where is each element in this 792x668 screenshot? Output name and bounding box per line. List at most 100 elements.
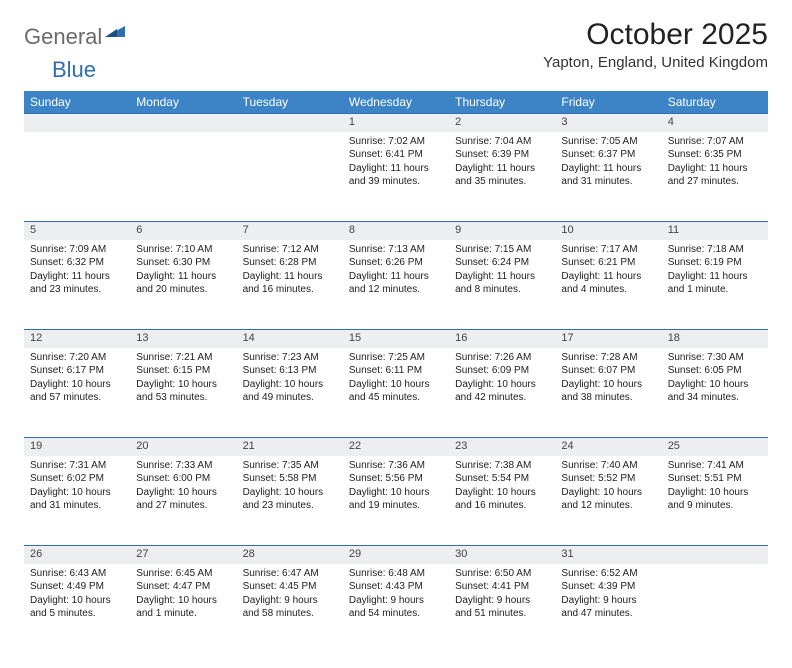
day-info-line: and 9 minutes. xyxy=(668,499,762,513)
daynum-cell: 23 xyxy=(449,438,555,456)
daynum-cell: 29 xyxy=(343,546,449,564)
daynum-cell: 7 xyxy=(237,222,343,240)
daynum-cell: 31 xyxy=(555,546,661,564)
day-info-line: Sunrise: 7:05 AM xyxy=(561,135,655,149)
day-cell: Sunrise: 7:02 AMSunset: 6:41 PMDaylight:… xyxy=(343,132,449,222)
day-info-line: Sunset: 6:39 PM xyxy=(455,148,549,162)
day-info-line: Daylight: 11 hours xyxy=(30,270,124,284)
day-info-line: Sunrise: 7:40 AM xyxy=(561,459,655,473)
day-info-line: Sunrise: 7:07 AM xyxy=(668,135,762,149)
day-cell: Sunrise: 7:17 AMSunset: 6:21 PMDaylight:… xyxy=(555,240,661,330)
day-info-line: Sunset: 4:47 PM xyxy=(136,580,230,594)
daynum-cell: 27 xyxy=(130,546,236,564)
day-info-line: Sunset: 6:24 PM xyxy=(455,256,549,270)
day-info-line: Sunset: 5:51 PM xyxy=(668,472,762,486)
day-cell-content: Sunrise: 7:15 AMSunset: 6:24 PMDaylight:… xyxy=(449,240,555,303)
day-info-line: Sunrise: 7:31 AM xyxy=(30,459,124,473)
day-info-line: Sunrise: 7:38 AM xyxy=(455,459,549,473)
day-cell-content: Sunrise: 7:17 AMSunset: 6:21 PMDaylight:… xyxy=(555,240,661,303)
brand-general: General xyxy=(24,24,102,50)
day-info-line: Daylight: 11 hours xyxy=(349,162,443,176)
daynum-cell: 10 xyxy=(555,222,661,240)
day-info-line: Sunrise: 7:30 AM xyxy=(668,351,762,365)
day-cell-content: Sunrise: 7:13 AMSunset: 6:26 PMDaylight:… xyxy=(343,240,449,303)
day-cell: Sunrise: 7:40 AMSunset: 5:52 PMDaylight:… xyxy=(555,456,661,546)
day-info-line: and 23 minutes. xyxy=(30,283,124,297)
daynum-cell: 6 xyxy=(130,222,236,240)
day-info-line: Sunset: 5:52 PM xyxy=(561,472,655,486)
day-info-line: and 16 minutes. xyxy=(455,499,549,513)
daynum-cell xyxy=(24,114,130,132)
daynum-cell: 2 xyxy=(449,114,555,132)
day-header-thursday: Thursday xyxy=(449,91,555,114)
day-info-line: Sunset: 4:41 PM xyxy=(455,580,549,594)
daynum-cell: 3 xyxy=(555,114,661,132)
day-info-line: Sunrise: 7:04 AM xyxy=(455,135,549,149)
day-info-line: Daylight: 11 hours xyxy=(455,270,549,284)
week-3-body: Sunrise: 7:31 AMSunset: 6:02 PMDaylight:… xyxy=(24,456,768,546)
day-cell-content xyxy=(662,564,768,622)
day-cell: Sunrise: 7:26 AMSunset: 6:09 PMDaylight:… xyxy=(449,348,555,438)
calendar-header-row: SundayMondayTuesdayWednesdayThursdayFrid… xyxy=(24,91,768,114)
day-info-line: Daylight: 10 hours xyxy=(136,378,230,392)
day-cell-content: Sunrise: 7:07 AMSunset: 6:35 PMDaylight:… xyxy=(662,132,768,195)
calendar-table: SundayMondayTuesdayWednesdayThursdayFrid… xyxy=(24,91,768,654)
day-cell: Sunrise: 7:30 AMSunset: 6:05 PMDaylight:… xyxy=(662,348,768,438)
day-info-line: Daylight: 11 hours xyxy=(561,270,655,284)
day-info-line: Sunset: 6:17 PM xyxy=(30,364,124,378)
daynum-cell: 20 xyxy=(130,438,236,456)
day-info-line: and 45 minutes. xyxy=(349,391,443,405)
day-cell-content: Sunrise: 7:28 AMSunset: 6:07 PMDaylight:… xyxy=(555,348,661,411)
day-info-line: Sunset: 5:56 PM xyxy=(349,472,443,486)
day-info-line: Sunrise: 7:15 AM xyxy=(455,243,549,257)
day-info-line: and 27 minutes. xyxy=(136,499,230,513)
week-3-daynums: 19202122232425 xyxy=(24,438,768,456)
calendar-page: General October 2025 Yapton, England, Un… xyxy=(0,0,792,668)
day-info-line: Sunrise: 7:35 AM xyxy=(243,459,337,473)
daynum-cell: 12 xyxy=(24,330,130,348)
day-info-line: and 31 minutes. xyxy=(30,499,124,513)
day-cell-content: Sunrise: 7:38 AMSunset: 5:54 PMDaylight:… xyxy=(449,456,555,519)
day-info-line: Sunrise: 6:45 AM xyxy=(136,567,230,581)
day-cell: Sunrise: 7:28 AMSunset: 6:07 PMDaylight:… xyxy=(555,348,661,438)
day-info-line: and 42 minutes. xyxy=(455,391,549,405)
day-cell: Sunrise: 7:05 AMSunset: 6:37 PMDaylight:… xyxy=(555,132,661,222)
week-0-daynums: 1234 xyxy=(24,114,768,132)
daynum-cell: 26 xyxy=(24,546,130,564)
day-cell-content: Sunrise: 6:50 AMSunset: 4:41 PMDaylight:… xyxy=(449,564,555,627)
day-cell-content: Sunrise: 7:35 AMSunset: 5:58 PMDaylight:… xyxy=(237,456,343,519)
day-cell-content xyxy=(237,132,343,190)
day-cell-content: Sunrise: 7:04 AMSunset: 6:39 PMDaylight:… xyxy=(449,132,555,195)
day-info-line: and 12 minutes. xyxy=(349,283,443,297)
day-info-line: Daylight: 10 hours xyxy=(668,378,762,392)
day-info-line: Sunset: 6:32 PM xyxy=(30,256,124,270)
daynum-cell: 8 xyxy=(343,222,449,240)
day-cell-content: Sunrise: 6:43 AMSunset: 4:49 PMDaylight:… xyxy=(24,564,130,627)
day-cell xyxy=(130,132,236,222)
day-cell xyxy=(662,564,768,654)
day-info-line: and 8 minutes. xyxy=(455,283,549,297)
day-info-line: and 39 minutes. xyxy=(349,175,443,189)
daynum-cell: 30 xyxy=(449,546,555,564)
day-header-tuesday: Tuesday xyxy=(237,91,343,114)
day-cell: Sunrise: 7:09 AMSunset: 6:32 PMDaylight:… xyxy=(24,240,130,330)
day-info-line: and 53 minutes. xyxy=(136,391,230,405)
week-1-body: Sunrise: 7:09 AMSunset: 6:32 PMDaylight:… xyxy=(24,240,768,330)
day-info-line: and 27 minutes. xyxy=(668,175,762,189)
daynum-cell: 24 xyxy=(555,438,661,456)
day-info-line: and 23 minutes. xyxy=(243,499,337,513)
day-cell-content: Sunrise: 7:36 AMSunset: 5:56 PMDaylight:… xyxy=(343,456,449,519)
day-cell-content: Sunrise: 7:10 AMSunset: 6:30 PMDaylight:… xyxy=(130,240,236,303)
day-header-monday: Monday xyxy=(130,91,236,114)
week-1-daynums: 567891011 xyxy=(24,222,768,240)
day-info-line: Daylight: 10 hours xyxy=(136,594,230,608)
day-cell: Sunrise: 7:15 AMSunset: 6:24 PMDaylight:… xyxy=(449,240,555,330)
day-cell: Sunrise: 6:47 AMSunset: 4:45 PMDaylight:… xyxy=(237,564,343,654)
day-cell-content: Sunrise: 7:26 AMSunset: 6:09 PMDaylight:… xyxy=(449,348,555,411)
day-info-line: Daylight: 11 hours xyxy=(668,270,762,284)
day-info-line: Sunrise: 7:10 AM xyxy=(136,243,230,257)
daynum-cell: 28 xyxy=(237,546,343,564)
day-cell-content: Sunrise: 7:33 AMSunset: 6:00 PMDaylight:… xyxy=(130,456,236,519)
day-info-line: Sunset: 6:28 PM xyxy=(243,256,337,270)
day-info-line: Sunset: 4:39 PM xyxy=(561,580,655,594)
